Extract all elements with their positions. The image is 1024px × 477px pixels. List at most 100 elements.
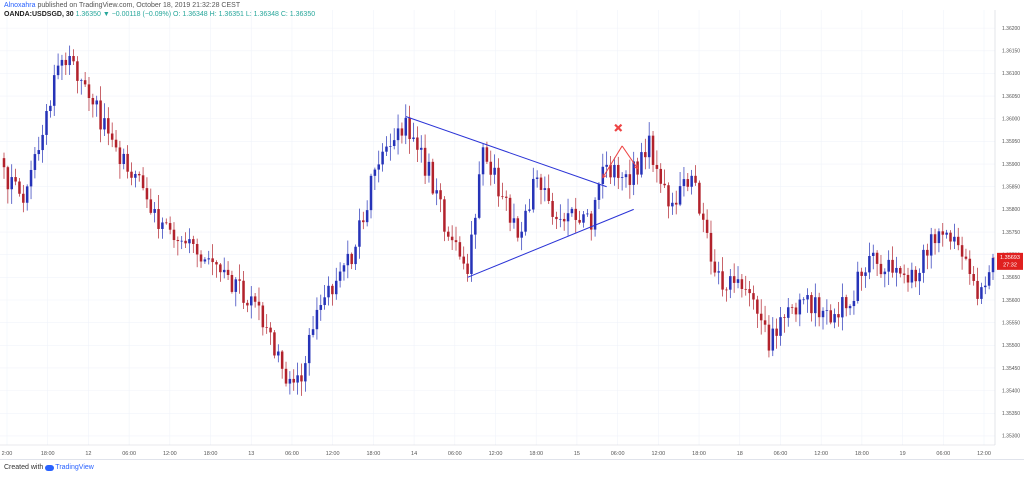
candle-body [284,368,288,384]
candle-body [392,140,396,147]
candle-down [165,218,168,225]
candle-up [821,307,825,330]
candle-down [659,163,663,193]
candle-up [153,201,156,223]
candle-up [180,236,183,250]
candle-body [516,218,520,238]
candle-down [860,267,863,291]
triangle-upper-trendline[interactable] [405,116,607,188]
x-mark-icon[interactable] [614,123,623,132]
author-link[interactable]: Alnoxahra [4,2,36,9]
candle-body [450,236,454,241]
candle-down [574,197,578,233]
candle-up [103,103,106,137]
candle-body [617,164,620,178]
candle-up [814,283,817,327]
candle-down [667,182,670,219]
candle-up [122,148,126,170]
candle-down [783,314,786,333]
candle-down [562,212,566,231]
x-tick-label: 14 [411,451,417,457]
candle-body [242,280,245,303]
candle-body [246,302,249,306]
candle-down [91,93,95,118]
candle-body [6,167,10,190]
candle-down [141,167,145,191]
candle-up [134,170,137,188]
candle-up [535,170,539,188]
x-tick-label: 12:00 [977,451,991,457]
x-tick-label: 12:00 [326,451,340,457]
candle-body [304,363,307,382]
candle-up [543,176,547,202]
annotation-arrow[interactable] [602,145,623,178]
candle-body [794,307,798,315]
y-tick-label: 1.36000 [1002,117,1020,123]
candle-body [176,240,180,242]
candle-body [427,161,431,176]
x-tick-label: 06:00 [774,451,788,457]
candle-up [392,128,396,150]
candle-up [798,293,802,327]
candle-down [273,329,276,359]
candle-body [972,274,975,281]
candle-body [968,258,972,275]
candle-body [555,216,558,220]
candle-body [249,296,253,306]
candle-down [350,252,353,270]
candle-up [249,286,253,319]
candle-body [586,213,589,215]
candle-body [265,327,268,328]
candle-up [895,256,898,287]
candle-down [968,250,972,285]
candle-body [419,147,423,150]
candle-down [705,209,709,239]
x-tick-label: 19 [900,451,906,457]
candle-up [593,197,597,237]
candle-up [56,53,60,80]
triangle-lower-trendline[interactable] [467,208,634,278]
candle-body [767,324,771,351]
candle-down [485,141,489,164]
candle-body [485,147,489,162]
candle-up [937,228,941,253]
candle-body [192,239,195,244]
candle-up [296,362,299,395]
candle-up [477,161,481,220]
candle-down [284,361,288,387]
candle-down [976,267,979,306]
candle-body [180,240,183,242]
annotation-arrow[interactable] [621,145,638,169]
candle-down [72,49,75,65]
candle-body [960,245,964,257]
candle-down [810,292,813,322]
candle-body [539,177,543,190]
candle-down [508,194,512,232]
candle-down [644,138,647,170]
candle-body [620,177,624,178]
candle-up [671,192,674,215]
candle-up [566,198,570,236]
candle-down [431,158,435,195]
candle-body [821,310,825,318]
candle-up [80,78,83,95]
candle-up [315,297,319,340]
candle-body [802,299,805,301]
candles [2,45,995,396]
candle-down [547,174,550,204]
candle-body [701,213,705,220]
tradingview-link[interactable]: TradingView [55,464,94,471]
candle-body [798,299,802,315]
candle-down [914,266,917,288]
candle-down [226,261,230,280]
candle-down [238,264,241,294]
candle-down [137,171,141,182]
candle-down [450,225,454,250]
candle-up [427,153,431,183]
x-tick-label: 12 [85,451,91,457]
tradingview-logo-icon [45,465,55,471]
candle-down [195,238,199,268]
candle-body [956,236,960,246]
candle-body [987,272,991,286]
